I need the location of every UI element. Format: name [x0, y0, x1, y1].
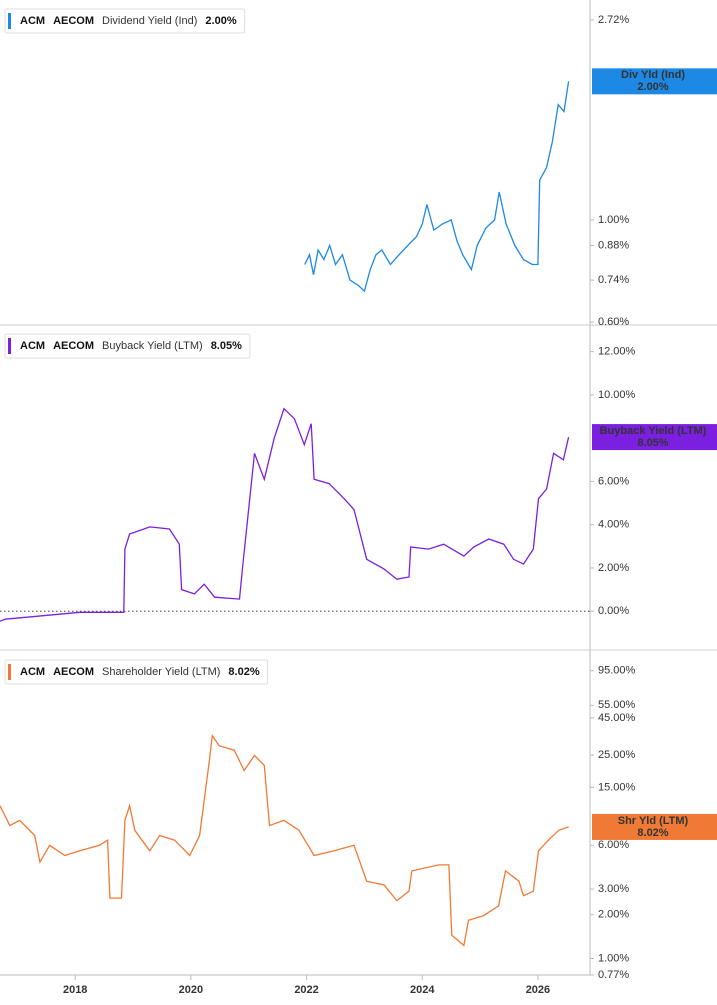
legend-swatch: [8, 338, 11, 354]
x-tick-label: 2018: [63, 984, 87, 996]
legend: ACM AECOM Dividend Yield (Ind) 2.00%: [4, 8, 246, 34]
y-tick-label: 6.00%: [598, 839, 629, 851]
y-tick-label: 15.00%: [598, 781, 636, 793]
y-tick-label: 0.77%: [598, 969, 629, 981]
y-tick-label: 2.72%: [598, 14, 629, 26]
legend-text: 8.02%: [228, 666, 259, 678]
badge-value: 2.00%: [637, 81, 668, 93]
y-tick-label: 0.88%: [598, 239, 629, 251]
y-tick-label: 3.00%: [598, 883, 629, 895]
y-tick-label: 4.00%: [598, 519, 629, 531]
y-tick-label: 1.00%: [598, 952, 629, 964]
legend-text: AECOM: [53, 340, 94, 352]
x-tick-label: 2026: [526, 984, 550, 996]
series-line: [304, 81, 570, 293]
series-line: [0, 733, 569, 947]
badge-value: 8.05%: [637, 437, 668, 449]
value-badge: [592, 68, 717, 95]
legend-swatch: [8, 664, 11, 680]
legend-text: Dividend Yield (Ind): [102, 15, 197, 27]
y-tick-label: 12.00%: [598, 346, 636, 358]
legend-text: ACM: [20, 15, 45, 27]
value-badge: [592, 813, 717, 840]
badge-name: Div Yld (Ind): [621, 69, 685, 81]
series-line: [0, 407, 570, 622]
value-badge: [592, 424, 717, 451]
x-tick-label: 2022: [294, 984, 318, 996]
legend-text: Buyback Yield (LTM): [102, 340, 203, 352]
y-tick-label: 0.74%: [598, 274, 629, 286]
y-tick-label: 95.00%: [598, 665, 636, 677]
legend: ACM AECOM Buyback Yield (LTM) 8.05%: [4, 333, 251, 359]
legend: ACM AECOM Shareholder Yield (LTM) 8.02%: [4, 659, 269, 685]
y-tick-label: 10.00%: [598, 389, 636, 401]
legend-box: [4, 8, 246, 34]
legend-text: AECOM: [53, 15, 94, 27]
y-tick-label: 2.00%: [598, 562, 629, 574]
y-tick-label: 0.00%: [598, 605, 629, 617]
legend-text: 8.05%: [211, 340, 242, 352]
y-tick-label: 6.00%: [598, 475, 629, 487]
legend-swatch: [8, 13, 11, 29]
y-tick-label: 0.60%: [598, 316, 629, 328]
legend-text: Shareholder Yield (LTM): [102, 666, 220, 678]
badge-value: 8.02%: [637, 827, 668, 839]
badge-name: Buyback Yield (LTM): [600, 425, 707, 437]
x-tick-label: 2020: [179, 984, 203, 996]
y-tick-label: 2.00%: [598, 909, 629, 921]
legend-text: AECOM: [53, 666, 94, 678]
legend-box: [4, 333, 251, 359]
legend-text: ACM: [20, 340, 45, 352]
legend-text: 2.00%: [205, 15, 236, 27]
legend-box: [4, 659, 269, 685]
y-tick-label: 55.00%: [598, 699, 636, 711]
badge-name: Shr Yld (LTM): [618, 815, 689, 827]
y-tick-label: 1.00%: [598, 214, 629, 226]
x-tick-label: 2024: [410, 984, 435, 996]
y-tick-label: 25.00%: [598, 749, 636, 761]
legend-text: ACM: [20, 666, 45, 678]
y-tick-label: 45.00%: [598, 712, 636, 724]
